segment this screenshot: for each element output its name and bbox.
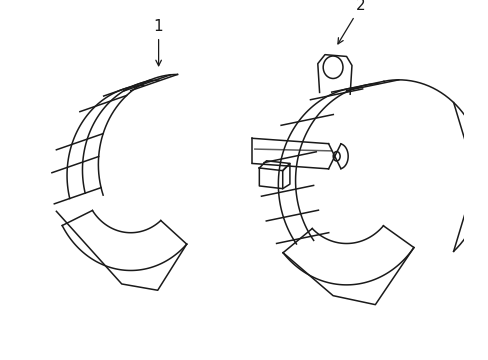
Text: 2: 2 (337, 0, 365, 44)
Text: 1: 1 (154, 19, 163, 66)
